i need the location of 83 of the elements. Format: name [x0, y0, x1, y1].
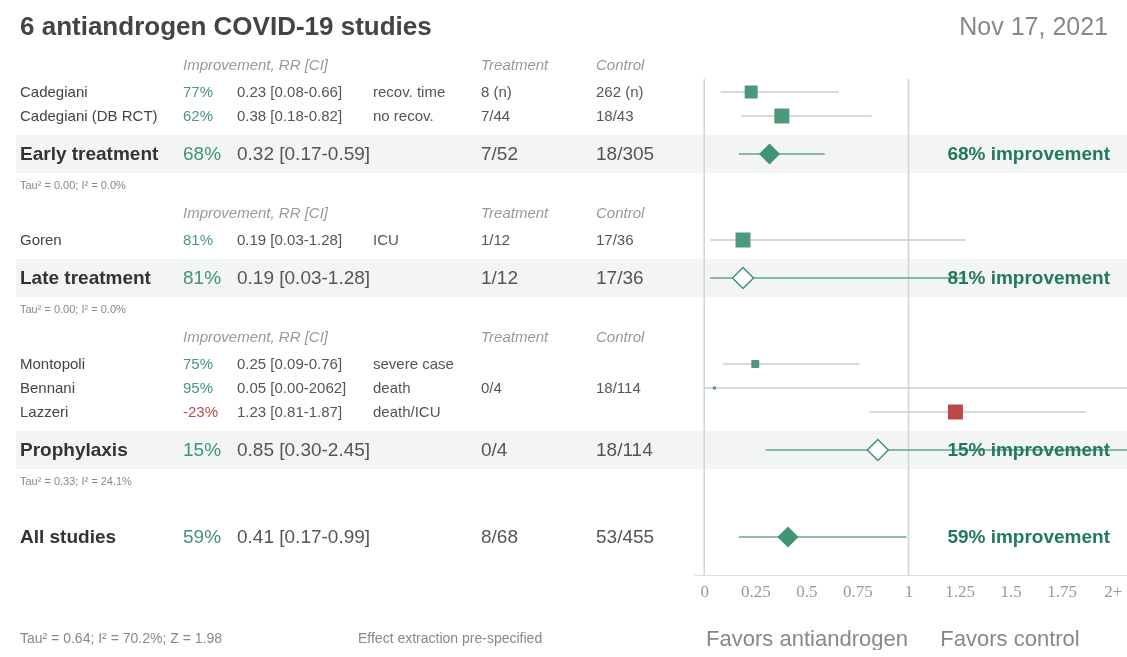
- text: Tau² = 0.00; I² = 0.0%: [20, 303, 126, 315]
- text: 262 (n): [596, 83, 644, 100]
- text: 17/36: [596, 231, 634, 248]
- text: 0.85 [0.30-2.45]: [237, 439, 371, 460]
- y-tick-label: Prophylaxis: [20, 439, 128, 460]
- text: 53/455: [596, 526, 655, 547]
- text: 0.19 [0.03-1.28]: [237, 231, 343, 248]
- chart-subtitle: Nov 17, 2021: [959, 12, 1108, 40]
- text: Tau² = 0.64; I² = 70.2%; Z = 1.98: [20, 630, 223, 646]
- text: 0.38 [0.18-0.82]: [237, 107, 343, 124]
- y-tick-label: Lazzeri: [20, 403, 69, 420]
- text: 18/43: [596, 107, 634, 124]
- category-label: Treatment: [481, 204, 549, 221]
- y-tick-label: Montopoli: [20, 355, 86, 372]
- x-tick-label: 0: [700, 581, 709, 601]
- text: 1/12: [481, 231, 511, 248]
- text: severe case: [373, 355, 454, 372]
- text: 18/114: [596, 439, 653, 460]
- text: 17/36: [596, 267, 644, 288]
- text: -23%: [183, 403, 219, 420]
- annotation: 15% improvement: [947, 439, 1111, 460]
- text: Favors antiandrogen: [706, 626, 908, 651]
- text: Tau² = 0.33; I² = 24.1%: [20, 475, 133, 487]
- x-tick-label: 1.25: [945, 581, 975, 601]
- category-label: Improvement, RR [CI]: [183, 328, 329, 345]
- text: 68%: [183, 143, 222, 164]
- x-tick-label: 1: [904, 581, 914, 601]
- text: 59%: [183, 526, 222, 547]
- text: 18/305: [596, 143, 655, 164]
- text: 1/12: [481, 267, 518, 288]
- x-tick-label: Improvement, RR [CI]: [183, 56, 329, 73]
- x-tick-label: Control: [596, 56, 646, 73]
- text: 0.41 [0.17-0.99]: [237, 526, 371, 547]
- y-tick-label: Early treatment: [20, 143, 160, 164]
- text: death: [373, 379, 411, 396]
- x-tick-label: 0.25: [740, 581, 771, 601]
- y-tick-label: Late treatment: [20, 267, 152, 288]
- text: 0/4: [481, 379, 502, 396]
- y-tick-label: Goren: [20, 231, 62, 248]
- text: 18/114: [596, 379, 641, 396]
- text: 0.32 [0.17-0.59]: [237, 143, 371, 164]
- x-tick-label: 0.5: [796, 581, 818, 601]
- text: 15%: [183, 439, 222, 460]
- text: 1.23 [0.81-1.87]: [237, 403, 343, 420]
- y-tick-label: All studies: [20, 526, 117, 547]
- category-label: Improvement, RR [CI]: [183, 204, 329, 221]
- text: 0.19 [0.03-1.28]: [237, 267, 371, 288]
- text: Tau² = 0.00; I² = 0.0%: [20, 179, 126, 191]
- x-tick-label: 0.75: [843, 581, 873, 601]
- x-tick-label: 1.5: [1000, 581, 1022, 601]
- text: 7/52: [481, 143, 518, 164]
- text: 75%: [183, 355, 214, 372]
- text: death/ICU: [373, 403, 441, 420]
- text: 95%: [183, 379, 214, 396]
- text: recov. time: [373, 83, 446, 100]
- text: 8/68: [481, 526, 518, 547]
- text: ICU: [373, 231, 399, 248]
- text: 0.25 [0.09-0.76]: [237, 355, 343, 372]
- text: 0.05 [0.00-2062]: [237, 379, 347, 396]
- y-tick-label: Bennani: [20, 379, 76, 396]
- annotation: 81% improvement: [947, 267, 1111, 288]
- text: 7/44: [481, 107, 511, 124]
- text: 81%: [183, 267, 222, 288]
- text: 8 (n): [481, 83, 512, 100]
- chart-title: 6 antiandrogen COVID-19 studies: [20, 11, 432, 41]
- x-tick-label: 1.75: [1047, 581, 1078, 601]
- x-tick-label: 2+: [1104, 581, 1123, 601]
- y-tick-label: Cadegiani: [20, 83, 88, 100]
- text: 62%: [183, 107, 214, 124]
- text: Favors control: [940, 626, 1080, 651]
- category-label: Treatment: [481, 328, 549, 345]
- annotation: 59% improvement: [947, 526, 1111, 547]
- annotation: 68% improvement: [947, 143, 1111, 164]
- text: no recov.: [373, 107, 434, 124]
- y-tick-label: Cadegiani (DB RCT): [20, 107, 158, 124]
- text: Effect extraction pre-specified: [358, 630, 543, 646]
- text: 81%: [183, 231, 214, 248]
- text: 0.23 [0.08-0.66]: [237, 83, 343, 100]
- text: 0/4: [481, 439, 508, 460]
- category-label: Control: [596, 328, 645, 345]
- category-label: Control: [596, 204, 645, 221]
- x-tick-label: Treatment: [481, 56, 550, 73]
- text: 77%: [183, 83, 214, 100]
